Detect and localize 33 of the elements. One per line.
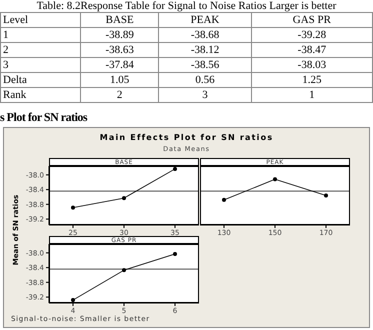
point (173, 166, 177, 171)
category-label: 3 (3, 59, 8, 71)
text: -38.03 (298, 59, 326, 71)
category-label: GAS PR (251, 12, 372, 28)
text: -38.89 (105, 29, 134, 41)
text: Level (0, 12, 81, 28)
text: 1 (309, 89, 315, 101)
category-label: 1 (3, 29, 8, 41)
category-label: BASE (80, 12, 159, 28)
category-label: PEAK (158, 12, 252, 28)
text: -38.68 (190, 29, 220, 41)
text: -38.12 (190, 44, 220, 56)
text: -38.63 (105, 44, 134, 56)
text: -39.28 (298, 29, 326, 41)
text: s Plot for SN ratios (0, 110, 88, 125)
point (71, 206, 75, 210)
text: 0.56 (195, 74, 215, 86)
text: -38.47 (298, 44, 326, 56)
chart-title: Main Effects Plot for SN ratios (98, 133, 274, 142)
text: -37.84 (105, 59, 134, 71)
category-label: Delta (3, 74, 27, 86)
point (173, 252, 177, 256)
text: 2 (116, 89, 122, 101)
point (122, 268, 126, 272)
text: 1.25 (302, 74, 322, 86)
text: 3 (202, 89, 208, 101)
category-label: 2 (3, 44, 8, 56)
point (71, 298, 75, 302)
text: -38.56 (190, 59, 220, 71)
text: Table: 8.2Response Table for Signal to Noise Ratios Larger is better (36, 0, 338, 12)
text: 1.05 (110, 74, 130, 86)
point (122, 196, 126, 200)
category-label: Rank (3, 89, 26, 101)
